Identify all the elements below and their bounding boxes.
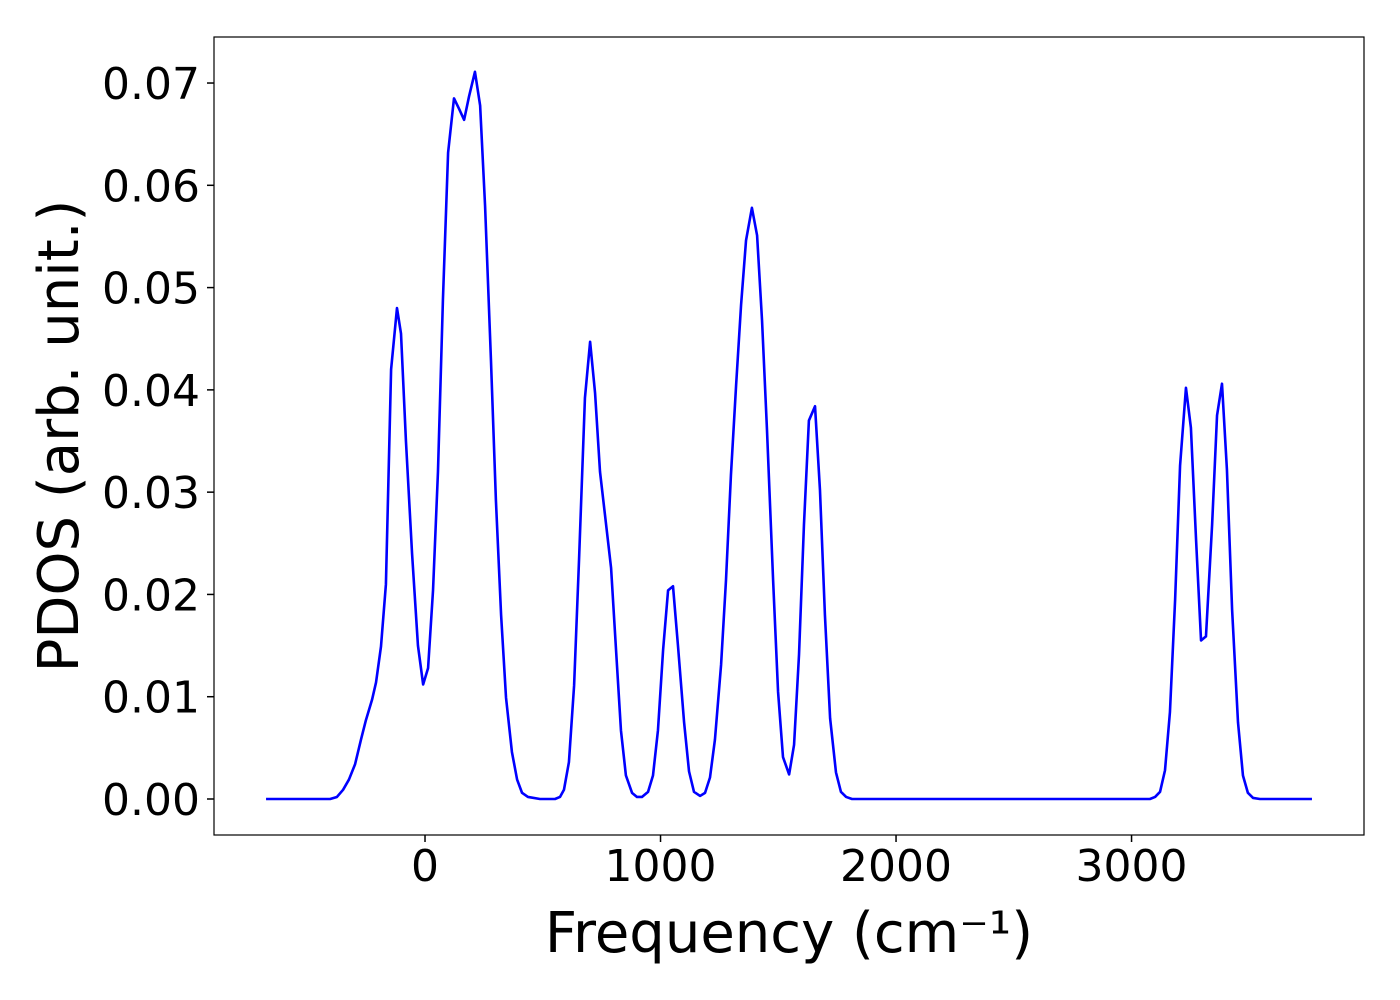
y-tick-label: 0.00	[102, 775, 200, 826]
data-line	[266, 70, 1312, 801]
y-tick-label: 0.04	[102, 366, 200, 417]
x-tick-label: 2000	[840, 841, 952, 892]
plot-frame	[213, 36, 1365, 836]
y-tick-label: 0.01	[102, 673, 200, 724]
x-axis-label: Frequency (cm⁻¹)	[545, 901, 1033, 966]
x-tick-label: 0	[411, 841, 439, 892]
x-tick-label: 3000	[1076, 841, 1188, 892]
y-tick-label: 0.03	[102, 468, 200, 519]
y-tick-label: 0.07	[102, 59, 200, 110]
y-tick-label: 0.06	[102, 161, 200, 212]
x-tick-label: 1000	[605, 841, 717, 892]
y-tick-label: 0.02	[102, 570, 200, 621]
y-axis-label: PDOS (arb. unit.)	[27, 200, 92, 673]
y-tick-label: 0.05	[102, 264, 200, 315]
